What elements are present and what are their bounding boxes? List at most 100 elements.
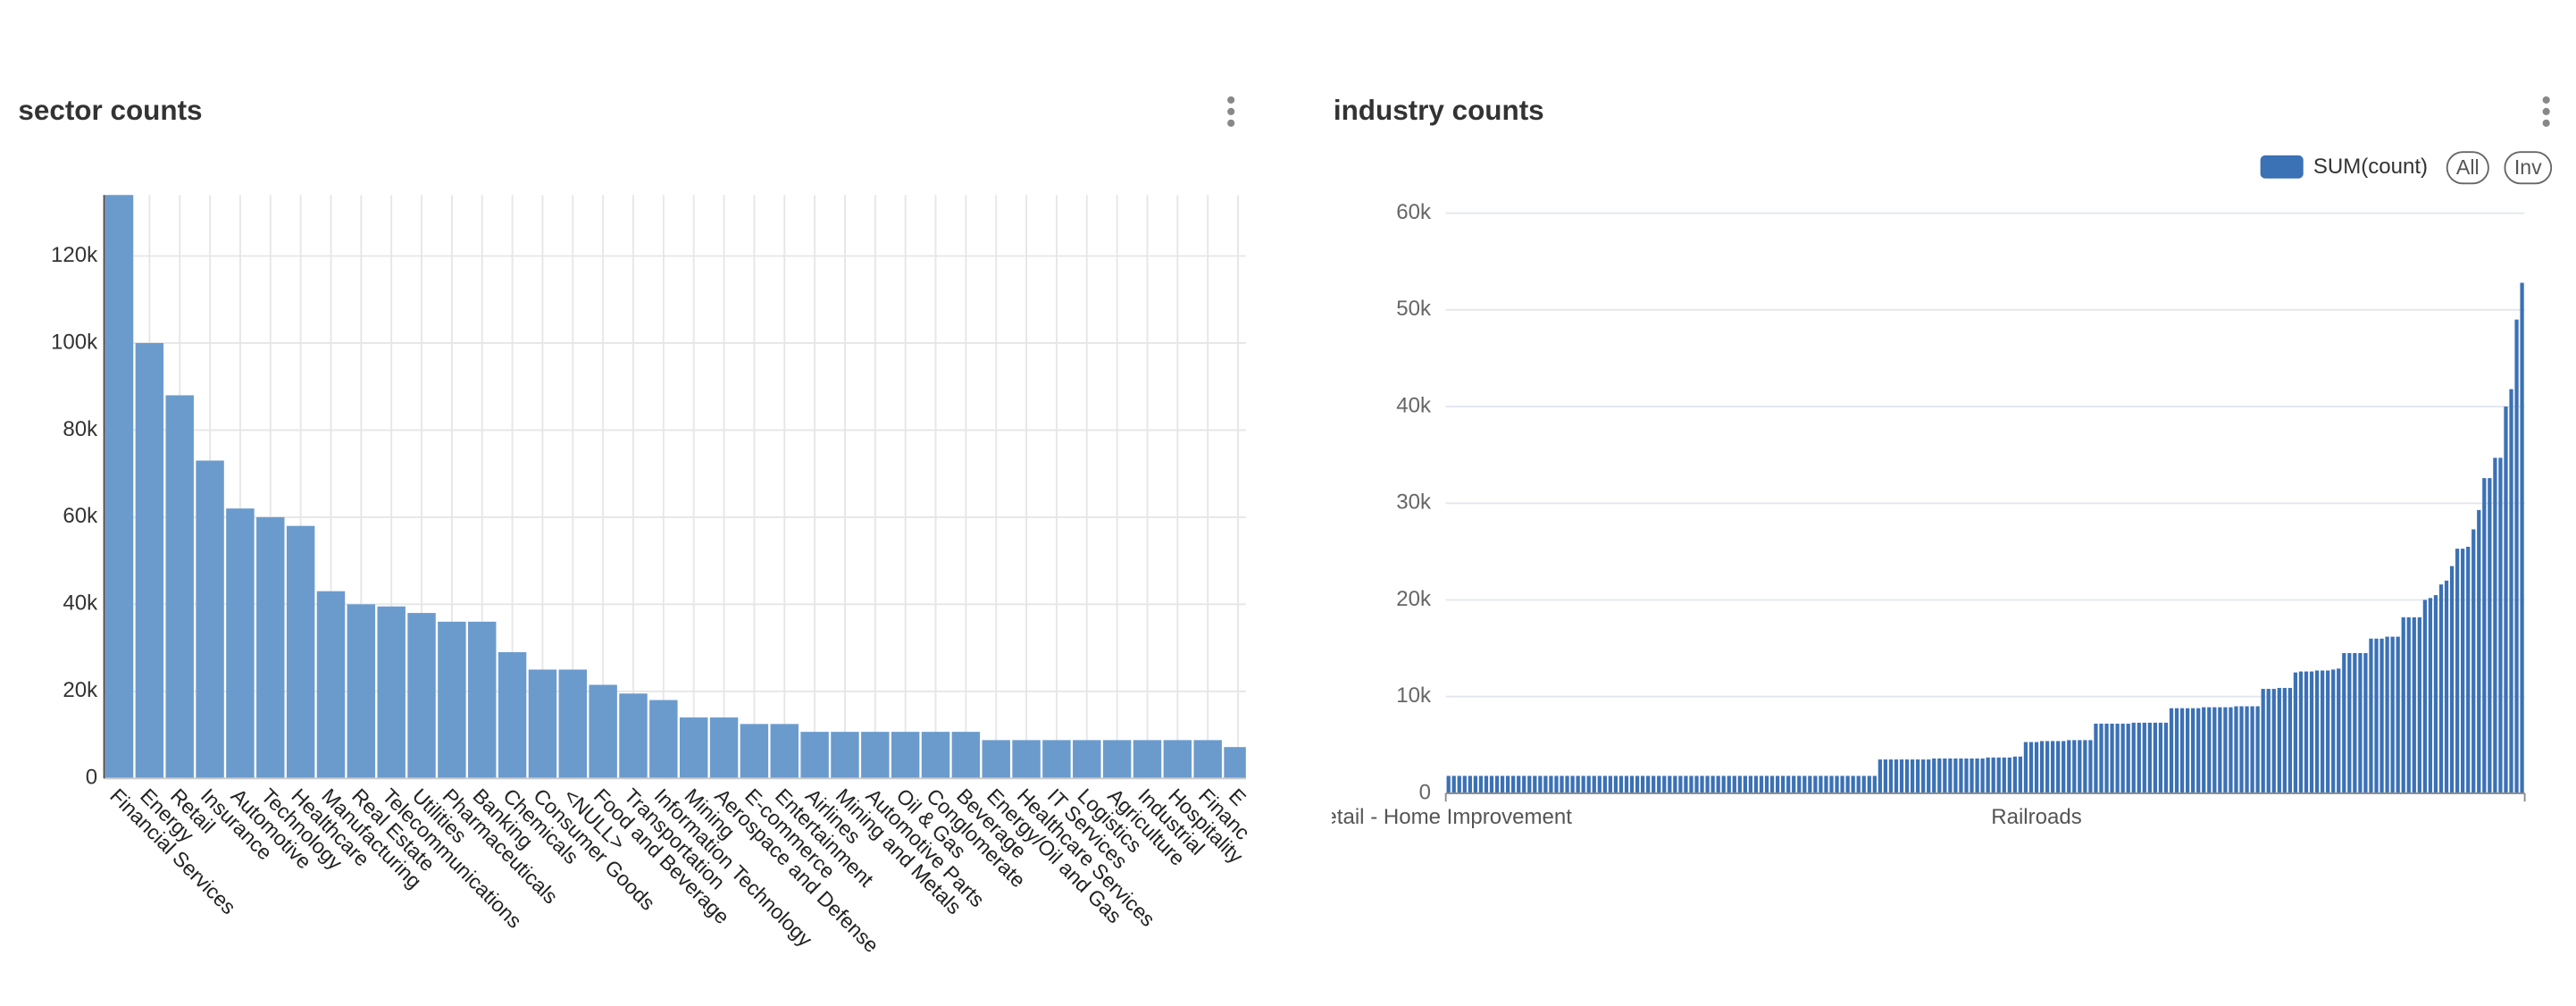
bar[interactable] [1489,775,1494,793]
bar[interactable] [649,700,678,779]
bar[interactable] [1554,775,1559,793]
bar[interactable] [1872,775,1877,793]
bar[interactable] [1602,775,1607,793]
bar[interactable] [2147,722,2152,793]
bar[interactable] [2191,708,2195,793]
bar[interactable] [2309,671,2314,793]
bar[interactable] [1975,758,1979,793]
bar[interactable] [1533,775,1537,793]
bar[interactable] [1878,759,1882,793]
bar[interactable] [1748,775,1753,793]
bar[interactable] [2229,707,2233,793]
bar[interactable] [1549,775,1553,793]
bar[interactable] [1953,758,1958,793]
bar[interactable] [1484,775,1489,793]
bar[interactable] [1678,775,1683,793]
bar[interactable] [1597,775,1602,793]
bar[interactable] [2023,742,2028,793]
bar[interactable] [831,732,859,779]
bar[interactable] [2282,687,2287,793]
bar[interactable] [498,651,527,779]
bar[interactable] [2433,595,2438,793]
bar[interactable] [2493,457,2497,793]
bar[interactable] [709,717,739,779]
bar[interactable] [1927,759,1931,793]
bar[interactable] [2012,756,2017,793]
bar[interactable] [861,732,890,779]
bar[interactable] [770,724,799,779]
bar[interactable] [2062,741,2066,793]
bar[interactable] [1910,759,1915,793]
bar[interactable] [2287,687,2293,793]
bar[interactable] [2498,457,2503,793]
bar[interactable] [1769,775,1775,793]
bar[interactable] [196,460,224,779]
bar[interactable] [468,621,497,779]
bar[interactable] [1753,775,1759,793]
bar[interactable] [1646,775,1651,793]
bar[interactable] [2018,756,2023,793]
menu-button[interactable] [1227,96,1235,127]
legend-button-label[interactable]: All [2456,155,2480,179]
bar[interactable] [2520,282,2524,793]
bar[interactable] [1797,775,1802,793]
bar[interactable] [1888,759,1894,793]
bar[interactable] [407,613,436,779]
bar[interactable] [2293,672,2298,793]
bar[interactable] [1446,775,1451,793]
bar[interactable] [982,740,1010,779]
bar[interactable] [2422,599,2428,793]
bar[interactable] [2363,653,2368,793]
bar[interactable] [1819,775,1823,793]
bar[interactable] [165,395,194,779]
legend-swatch[interactable] [2260,155,2304,179]
bar[interactable] [1694,775,1699,793]
bar[interactable] [1851,775,1855,793]
legend-button[interactable] [2504,151,2553,185]
bar[interactable] [2385,636,2389,793]
bar[interactable] [1824,775,1828,793]
bar[interactable] [1943,758,1947,793]
bar[interactable] [1916,759,1920,793]
bar[interactable] [1073,740,1101,779]
bar[interactable] [2326,670,2330,793]
bar[interactable] [1586,775,1591,793]
bar[interactable] [1921,759,1926,793]
bar[interactable] [1786,775,1791,793]
bar[interactable] [1133,740,1162,779]
bar[interactable] [1478,775,1484,793]
bar[interactable] [2353,653,2357,793]
bar[interactable] [921,732,950,779]
bar[interactable] [2401,616,2405,793]
bar[interactable] [1500,775,1505,793]
bar[interactable] [1716,775,1720,793]
bar[interactable] [2131,722,2136,793]
bar[interactable] [2196,708,2201,793]
bar[interactable] [2088,740,2093,793]
bar[interactable] [1193,740,1222,779]
bar[interactable] [740,724,769,779]
bar[interactable] [1451,775,1456,793]
bar[interactable] [1996,757,2001,793]
bar[interactable] [1808,775,1812,793]
bar[interactable] [105,190,134,779]
bar[interactable] [2438,584,2444,793]
bar[interactable] [1527,775,1532,793]
bar[interactable] [2444,580,2449,793]
bar[interactable] [2509,389,2513,793]
bar[interactable] [2396,636,2400,793]
menu-button[interactable] [2542,96,2550,127]
bar[interactable] [1560,775,1564,793]
bar[interactable] [2104,724,2109,793]
bar[interactable] [1629,775,1635,793]
bar[interactable] [2390,636,2395,793]
bar[interactable] [1700,775,1704,793]
bar[interactable] [1581,775,1585,793]
bar[interactable] [256,516,285,779]
bar[interactable] [1883,759,1888,793]
bar[interactable] [1652,775,1656,793]
bar[interactable] [2169,708,2174,793]
bar[interactable] [2514,319,2519,793]
bar[interactable] [1511,775,1516,793]
bar[interactable] [951,732,981,779]
